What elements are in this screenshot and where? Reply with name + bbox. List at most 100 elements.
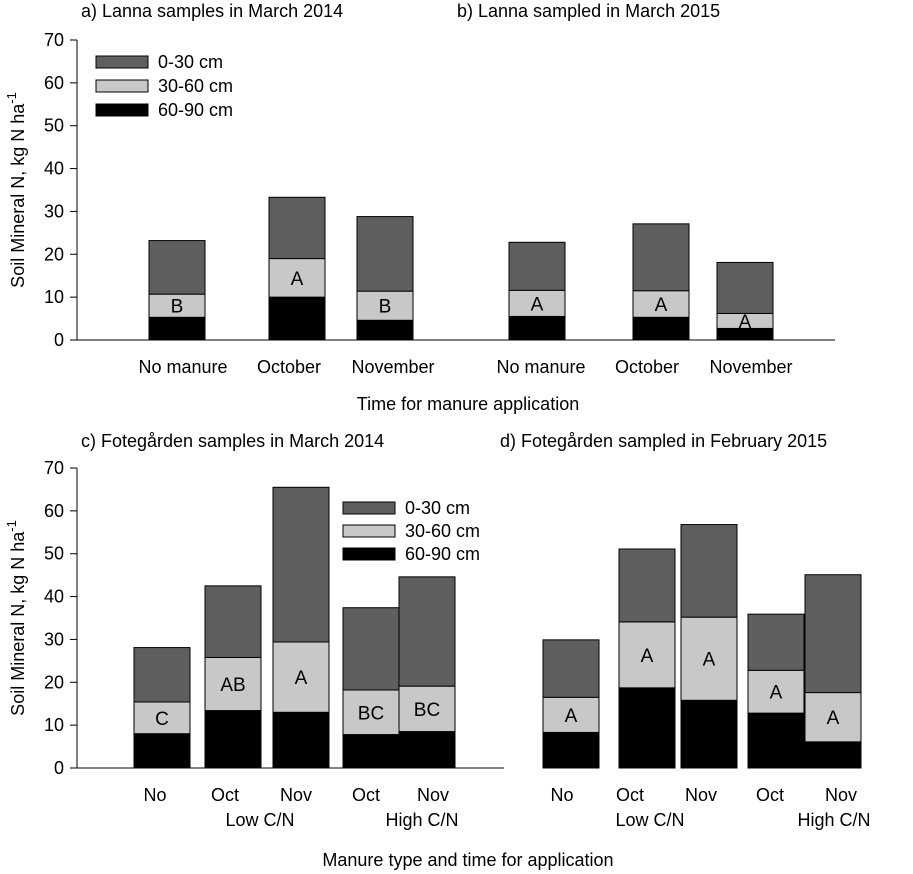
bottom-y-axis-label: Soil Mineral N, kg N ha-1 [4, 520, 28, 716]
y-tick-label: 40 [44, 587, 64, 607]
bar-segment [342, 607, 400, 691]
legend-label-0-30: 0-30 cm [405, 498, 470, 518]
y-tick-label: 10 [44, 715, 64, 735]
panel-c-category-label: Oct [211, 785, 239, 805]
significance-letter: A [770, 683, 783, 704]
y-tick-label: 70 [44, 458, 64, 478]
y-tick-label: 60 [44, 73, 64, 93]
bar-segment [542, 731, 600, 769]
panel-c-bars: C AB A BC BC [133, 486, 456, 769]
bar-segment [148, 240, 206, 295]
bottom-axes: 0 10 20 30 40 50 60 70 [44, 458, 504, 778]
top-x-axis-label: Time for manure application [357, 394, 579, 414]
bar-segment [747, 669, 805, 714]
bar-segment [204, 585, 262, 658]
y-tick-label: 60 [44, 501, 64, 521]
bar-segment [272, 486, 330, 643]
bar-segment [356, 216, 414, 292]
panel-c-category-label: Nov [417, 785, 449, 805]
bar-segment [618, 548, 676, 623]
bar-segment [398, 685, 456, 733]
bar-segment [508, 289, 566, 317]
bar-segment [268, 196, 326, 260]
y-tick-label: 0 [54, 330, 64, 350]
panel-d-bars: A A A A A [542, 524, 862, 769]
bar-segment [542, 639, 600, 698]
bar-segment [133, 733, 191, 769]
bar-segment [804, 574, 862, 694]
bottom-legend: 0-30 cm 30-60 cm 60-90 cm [342, 498, 480, 564]
panel-b-bars: A AA [508, 223, 774, 341]
bar-segment [804, 741, 862, 769]
significance-letter: A [827, 708, 840, 729]
significance-letter: BC [358, 703, 384, 724]
legend-swatch-60-90 [95, 103, 149, 117]
bar-segment [356, 319, 414, 341]
significance-letter: AB [220, 675, 245, 696]
y-tick-label: 50 [44, 116, 64, 136]
bar-segment [508, 241, 566, 291]
bar-segment [356, 290, 414, 321]
bar-segment [133, 701, 191, 735]
legend-swatch-30-60 [95, 79, 149, 93]
panel-c-category-label: Nov [280, 785, 312, 805]
bar-segment [398, 731, 456, 769]
y-tick-label: 20 [44, 672, 64, 692]
legend-swatch-60-90 [342, 547, 396, 561]
panel-a-category-label: No manure [138, 357, 227, 377]
significance-letter: A [291, 269, 304, 290]
y-tick-label: 40 [44, 159, 64, 179]
y-tick-label: 0 [54, 758, 64, 778]
top-y-ticks: 0 10 20 30 40 50 60 70 [44, 30, 77, 350]
bar-segment [148, 316, 206, 341]
y-tick-label: 20 [44, 244, 64, 264]
bar-segment [204, 710, 262, 769]
legend-swatch-0-30 [95, 55, 149, 69]
significance-letter: A [565, 706, 578, 727]
panel-d-category-label: Oct [616, 785, 644, 805]
bar-segment [747, 613, 805, 671]
panel-d-category-label: Nov [685, 785, 717, 805]
panel-c-group-label: Low C/N [225, 810, 294, 830]
legend-label-30-60: 30-60 cm [405, 521, 480, 541]
bar-segment [680, 699, 738, 769]
bar-segment [632, 290, 690, 318]
legend-label-60-90: 60-90 cm [405, 544, 480, 564]
panel-d-group-label: Low C/N [615, 810, 684, 830]
bar-segment [632, 316, 690, 341]
panel-d-title: d) Fotegården sampled in February 2015 [500, 431, 827, 451]
significance-letter: A [531, 294, 544, 315]
bar-segment [804, 692, 862, 743]
panel-d-category-label: No [550, 785, 573, 805]
bar-segment [618, 621, 676, 689]
significance-letter: B [379, 297, 392, 318]
bar-segment [398, 576, 456, 687]
bar-segment [680, 524, 738, 618]
bar-segment [680, 616, 738, 701]
bar-segment [133, 647, 191, 703]
panel-b-title: b) Lanna sampled in March 2015 [457, 1, 720, 21]
panel-d-category-label: Nov [825, 785, 857, 805]
panel-d-category-label: Oct [756, 785, 784, 805]
bar-segment [272, 641, 330, 713]
bar-segment [716, 261, 774, 314]
bar-segment [342, 734, 400, 769]
panel-a-title: a) Lanna samples in March 2014 [81, 1, 343, 21]
panel-b-category-label: October [615, 357, 679, 377]
bar-segment [632, 223, 690, 292]
bar-segment [342, 689, 400, 736]
panel-a-category-label: October [257, 357, 321, 377]
significance-letter: B [171, 297, 184, 318]
y-tick-label: 10 [44, 287, 64, 307]
bar-segment [272, 711, 330, 769]
y-tick-label: 70 [44, 30, 64, 50]
y-tick-label: 50 [44, 544, 64, 564]
panel-c-category-label: No [143, 785, 166, 805]
significance-letter: A [739, 312, 752, 333]
significance-letter: A [295, 668, 308, 689]
bottom-y-ticks: 0 10 20 30 40 50 60 70 [44, 458, 77, 778]
significance-letter: C [155, 709, 169, 730]
significance-letter: A [641, 646, 654, 667]
panel-a-bars: B A B [148, 196, 414, 341]
